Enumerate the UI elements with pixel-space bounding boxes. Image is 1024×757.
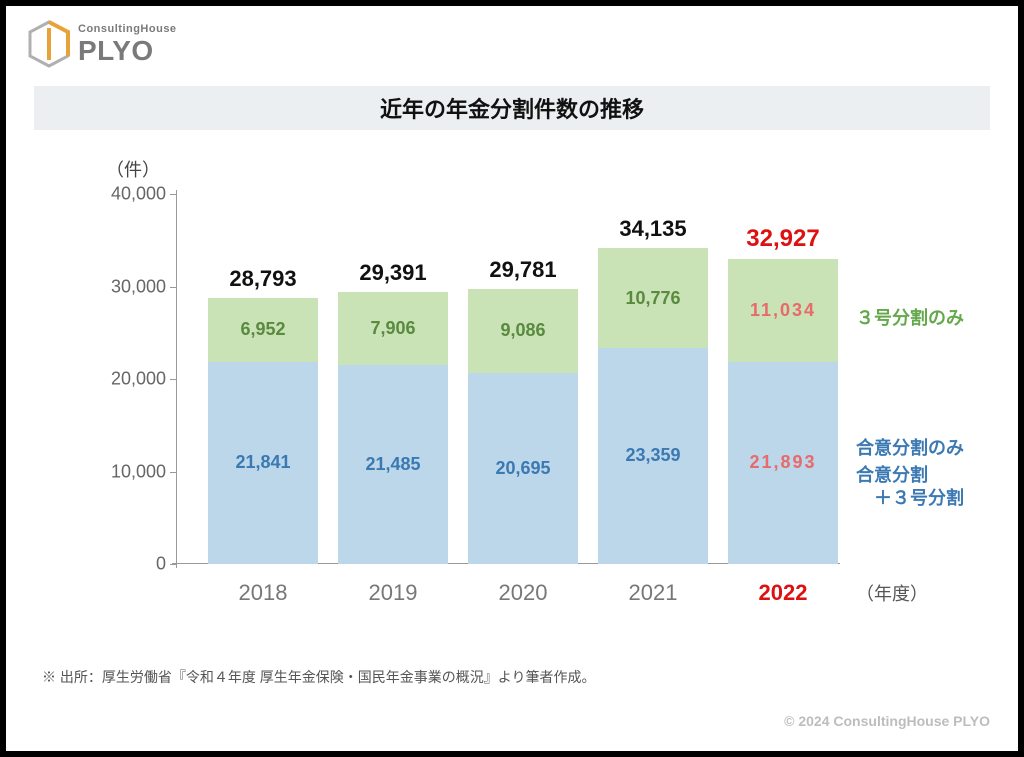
bar-segment-lower: 21,893 <box>728 362 838 565</box>
x-tick-label: 2018 <box>208 580 318 606</box>
logo: ConsultingHouse PLYO <box>28 20 177 68</box>
legend-lower-2b: ＋３号分割 <box>856 488 964 508</box>
bar-total-label: 28,793 <box>208 266 318 292</box>
y-tick-label: 40,000 <box>96 184 166 205</box>
bar-segment-upper: 11,034 <box>728 259 838 361</box>
chart-title: 近年の年金分割件数の推移 <box>380 92 644 124</box>
y-tick-mark <box>170 564 176 565</box>
bar-segment-upper: 10,776 <box>598 248 708 348</box>
chart-area: 010,00020,00030,00040,000 21,8416,95228,… <box>176 194 836 564</box>
y-tick-mark <box>170 472 176 473</box>
bar-segment-lower: 20,695 <box>468 373 578 564</box>
x-tick-label: 2020 <box>468 580 578 606</box>
copyright: © 2024 ConsultingHouse PLYO <box>784 713 990 729</box>
y-tick-label: 10,000 <box>96 461 166 482</box>
x-axis-unit: （年度） <box>856 580 976 606</box>
bar-segment-lower: 21,485 <box>338 365 448 564</box>
x-tick-label: 2019 <box>338 580 448 606</box>
legend-lower-2: 合意分割 ＋３号分割 <box>856 464 964 511</box>
bar-total-label: 32,927 <box>728 225 838 253</box>
source-note: ※ 出所：厚生労働省『令和４年度 厚生年金保険・国民年金事業の概況』より筆者作成… <box>42 667 596 687</box>
logo-text: ConsultingHouse PLYO <box>78 24 177 65</box>
y-tick-label: 20,000 <box>96 369 166 390</box>
logo-title: PLYO <box>78 37 177 65</box>
x-tick-label: 2022 <box>728 580 838 606</box>
bar-segment-upper: 9,086 <box>468 289 578 373</box>
legend-lower-1: 合意分割のみ <box>856 434 964 460</box>
logo-subtitle: ConsultingHouse <box>78 24 177 35</box>
y-axis-line <box>176 190 177 568</box>
legend-lower-2a: 合意分割 <box>856 465 928 485</box>
y-tick-mark <box>170 379 176 380</box>
legend-upper: ３号分割のみ <box>856 304 964 330</box>
y-tick-mark <box>170 287 176 288</box>
y-axis-unit: （件） <box>106 156 160 182</box>
y-tick-label: 0 <box>96 554 166 575</box>
bar-total-label: 34,135 <box>598 216 708 242</box>
bar-segment-lower: 21,841 <box>208 362 318 564</box>
title-bar: 近年の年金分割件数の推移 <box>34 86 990 130</box>
bar-total-label: 29,391 <box>338 260 448 286</box>
y-tick-mark <box>170 194 176 195</box>
bar-total-label: 29,781 <box>468 257 578 283</box>
bar-segment-upper: 6,952 <box>208 298 318 362</box>
y-tick-label: 30,000 <box>96 276 166 297</box>
logo-icon <box>28 20 70 68</box>
bar-segment-lower: 23,359 <box>598 348 708 564</box>
x-tick-label: 2021 <box>598 580 708 606</box>
bar-segment-upper: 7,906 <box>338 292 448 365</box>
